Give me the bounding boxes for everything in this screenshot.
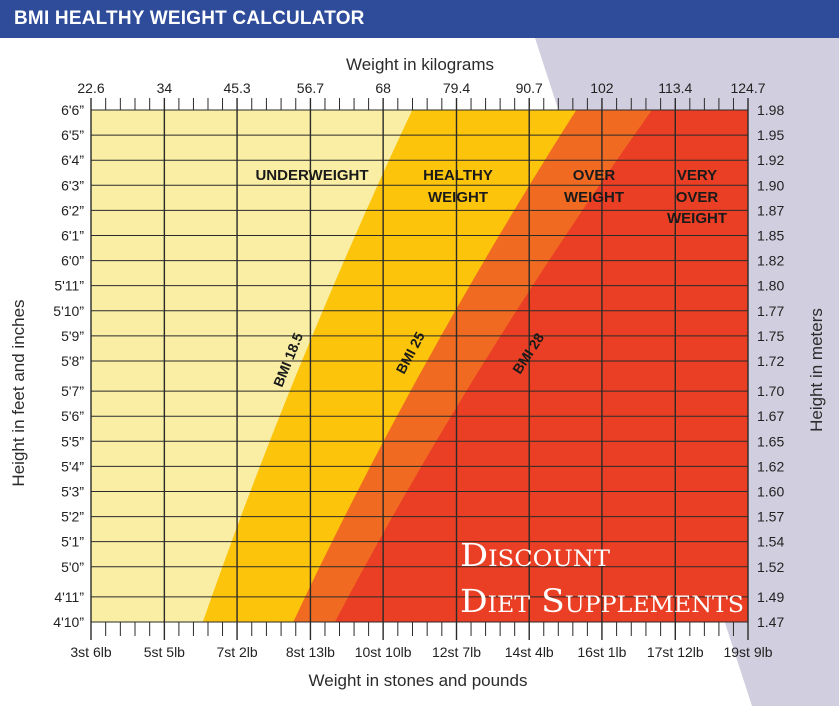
top-tick-label: 102 bbox=[590, 80, 614, 96]
bottom-tick-label: 7st 2lb bbox=[216, 644, 257, 660]
y-axis-left-title: Height in feet and inches bbox=[9, 299, 28, 486]
grid-lines bbox=[90, 98, 749, 640]
zone-label-overweight-2: WEIGHT bbox=[564, 189, 624, 206]
left-tick-label: 4'11” bbox=[54, 589, 84, 605]
zone-label-healthy-2: WEIGHT bbox=[428, 189, 488, 206]
top-tick-label: 34 bbox=[157, 80, 173, 96]
bottom-tick-label: 8st 13lb bbox=[286, 644, 335, 660]
bottom-tick-label: 19st 9lb bbox=[723, 644, 772, 660]
bottom-tick-label: 3st 6lb bbox=[70, 644, 111, 660]
zone-label-underweight: UNDERWEIGHT bbox=[255, 167, 368, 184]
right-tick-label: 1.85 bbox=[757, 227, 784, 243]
left-tick-label: 5'7” bbox=[61, 383, 84, 399]
top-tick-label: 124.7 bbox=[730, 80, 765, 96]
left-tick-label: 5'5” bbox=[61, 433, 84, 449]
left-tick-label: 5'3” bbox=[61, 483, 84, 499]
top-tick-label: 90.7 bbox=[516, 80, 543, 96]
right-tick-label: 1.82 bbox=[757, 253, 784, 269]
left-tick-label: 5'1” bbox=[61, 534, 84, 550]
bottom-tick-label: 16st 1lb bbox=[577, 644, 626, 660]
right-tick-label: 1.80 bbox=[757, 278, 784, 294]
bottom-tick-label: 12st 7lb bbox=[432, 644, 481, 660]
top-tick-label: 45.3 bbox=[223, 80, 250, 96]
x-axis-bottom-title: Weight in stones and pounds bbox=[309, 671, 528, 690]
left-tick-label: 6'4” bbox=[61, 152, 84, 168]
right-tick-label: 1.70 bbox=[757, 383, 784, 399]
right-tick-label: 1.77 bbox=[757, 303, 784, 319]
right-tick-label: 1.92 bbox=[757, 152, 784, 168]
header-bar: BMI HEALTHY WEIGHT CALCULATOR bbox=[0, 0, 839, 38]
left-tick-label: 4'10” bbox=[53, 614, 84, 630]
left-tick-label: 5'4” bbox=[61, 458, 84, 474]
right-tick-label: 1.95 bbox=[757, 127, 784, 143]
top-tick-label: 56.7 bbox=[297, 80, 324, 96]
left-tick-label: 5'11” bbox=[54, 278, 84, 294]
bottom-tick-label: 14st 4lb bbox=[505, 644, 554, 660]
zone-label-very-overweight-2: OVER bbox=[676, 189, 719, 206]
top-tick-label: 79.4 bbox=[443, 80, 470, 96]
chart-title: BMI HEALTHY WEIGHT CALCULATOR bbox=[14, 8, 365, 29]
zone-label-very-overweight-3: WEIGHT bbox=[667, 210, 727, 227]
top-tick-label: 22.6 bbox=[77, 80, 104, 96]
left-tick-label: 5'2” bbox=[61, 509, 84, 525]
right-tick-label: 1.98 bbox=[757, 102, 784, 118]
bottom-tick-label: 5st 5lb bbox=[144, 644, 185, 660]
zone-label-healthy-1: HEALTHY bbox=[423, 167, 493, 184]
watermark-line-1: Discount bbox=[460, 536, 610, 574]
left-tick-label: 6'3” bbox=[61, 177, 84, 193]
right-tick-label: 1.62 bbox=[757, 458, 784, 474]
right-tick-label: 1.65 bbox=[757, 433, 784, 449]
watermark-line-2: Diet Supplements bbox=[460, 582, 744, 620]
top-tick-label: 113.4 bbox=[658, 80, 692, 96]
right-tick-label: 1.67 bbox=[757, 408, 784, 424]
bottom-tick-label: 10st 10lb bbox=[355, 644, 412, 660]
left-tick-label: 6'0” bbox=[61, 253, 84, 269]
left-tick-label: 6'2” bbox=[61, 202, 84, 218]
left-tick-label: 6'5” bbox=[61, 127, 84, 143]
zone-fills bbox=[91, 110, 749, 622]
bottom-tick-label: 17st 12lb bbox=[647, 644, 704, 660]
right-tick-label: 1.75 bbox=[757, 328, 784, 344]
left-tick-label: 5'8” bbox=[61, 353, 84, 369]
left-tick-label: 5'10” bbox=[53, 303, 84, 319]
zone-very-overweight-fill bbox=[334, 110, 748, 622]
tick-labels: 22.6 34 45.3 56.7 68 79.4 90.7 102 113.4 124.7 3st… bbox=[53, 80, 784, 660]
zone-label-overweight-1: OVER bbox=[573, 167, 616, 184]
right-tick-label: 1.87 bbox=[757, 202, 784, 218]
right-tick-label: 1.47 bbox=[757, 614, 784, 630]
left-tick-label: 5'6” bbox=[61, 408, 84, 424]
x-axis-top-title: Weight in kilograms bbox=[346, 55, 494, 74]
right-tick-label: 1.90 bbox=[757, 177, 784, 193]
right-tick-label: 1.54 bbox=[757, 534, 784, 550]
left-tick-label: 6'6” bbox=[61, 102, 84, 118]
y-axis-right-title: Height in meters bbox=[807, 308, 826, 432]
right-tick-label: 1.72 bbox=[757, 353, 784, 369]
left-tick-label: 6'1” bbox=[61, 227, 84, 243]
right-tick-label: 1.49 bbox=[757, 589, 784, 605]
right-tick-label: 1.60 bbox=[757, 483, 784, 499]
right-tick-label: 1.57 bbox=[757, 509, 784, 525]
zone-label-very-overweight-1: VERY bbox=[677, 167, 717, 184]
right-tick-label: 1.52 bbox=[757, 559, 784, 575]
left-tick-label: 5'9” bbox=[61, 328, 84, 344]
top-tick-label: 68 bbox=[375, 80, 391, 96]
left-tick-label: 5'0” bbox=[61, 559, 84, 575]
